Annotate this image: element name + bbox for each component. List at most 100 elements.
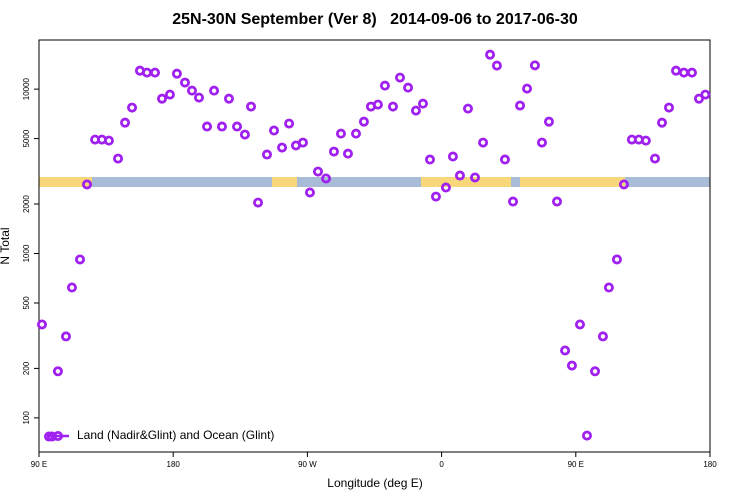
x-tick-label: 180 — [167, 460, 181, 469]
point — [560, 345, 571, 356]
point — [603, 282, 614, 293]
point — [127, 102, 138, 113]
point — [277, 142, 288, 153]
point — [671, 65, 682, 76]
point — [552, 196, 563, 207]
point — [328, 146, 339, 157]
point — [253, 197, 264, 208]
point — [678, 67, 689, 78]
y-tick-label: 200 — [22, 361, 31, 375]
point — [649, 153, 660, 164]
x-tick-label: 90 W — [298, 460, 317, 469]
point — [440, 182, 451, 193]
point — [193, 92, 204, 103]
land-ocean-strip — [39, 177, 710, 187]
point — [387, 101, 398, 112]
point — [157, 93, 168, 104]
point — [454, 170, 465, 181]
land-band — [272, 177, 297, 187]
point — [597, 331, 608, 342]
y-tick-label: 100 — [22, 411, 31, 425]
point — [372, 99, 383, 110]
point — [358, 116, 369, 127]
x-axis-label: Longitude (deg E) — [327, 476, 422, 490]
point — [700, 89, 711, 100]
point — [640, 135, 651, 146]
point — [202, 121, 213, 132]
land-band — [39, 177, 92, 187]
point — [335, 128, 346, 139]
point — [417, 98, 428, 109]
point — [656, 117, 667, 128]
chart-title: 25N-30N September (Ver 8) 2014-09-06 to … — [172, 11, 578, 28]
point — [508, 196, 519, 207]
x-tick-label: 0 — [439, 460, 444, 469]
point — [216, 121, 227, 132]
point — [485, 49, 496, 60]
y-tick-label: 10000 — [22, 77, 31, 100]
point — [410, 105, 421, 116]
point — [566, 360, 577, 371]
point — [430, 191, 441, 202]
point — [499, 154, 510, 165]
point — [394, 72, 405, 83]
point — [611, 254, 622, 265]
ocean-band — [39, 177, 710, 187]
point — [321, 173, 332, 184]
point — [141, 67, 152, 78]
point — [574, 319, 585, 330]
point — [82, 179, 93, 190]
point — [522, 83, 533, 94]
y-tick-label: 5000 — [22, 129, 31, 147]
point — [186, 85, 197, 96]
y-tick-label: 1000 — [22, 244, 31, 262]
point — [60, 331, 71, 342]
point — [246, 101, 257, 112]
point — [75, 254, 86, 265]
point — [403, 82, 414, 93]
point — [304, 187, 315, 198]
point — [150, 67, 161, 78]
point — [470, 172, 481, 183]
point — [120, 117, 131, 128]
x-tick-label: 90 E — [568, 460, 584, 469]
point — [536, 137, 547, 148]
point — [209, 85, 220, 96]
point — [686, 67, 697, 78]
point — [36, 319, 47, 330]
point — [491, 60, 502, 71]
point — [179, 77, 190, 88]
legend-label: Land (Nadir&Glint) and Ocean (Glint) — [77, 428, 274, 442]
point — [113, 153, 124, 164]
point — [379, 80, 390, 91]
legend-marker — [53, 430, 64, 441]
point — [66, 282, 77, 293]
land-band — [520, 177, 625, 187]
point — [52, 366, 63, 377]
point — [581, 430, 592, 441]
point — [284, 118, 295, 129]
point — [261, 149, 272, 160]
point — [171, 68, 182, 79]
y-tick-label: 2000 — [22, 195, 31, 213]
point — [478, 137, 489, 148]
point — [239, 129, 250, 140]
point — [268, 125, 279, 136]
point — [342, 148, 353, 159]
point — [312, 166, 323, 177]
point — [618, 179, 629, 190]
point — [103, 135, 114, 146]
point — [223, 93, 234, 104]
point — [297, 137, 308, 148]
point — [351, 128, 362, 139]
point — [663, 102, 674, 113]
point — [164, 89, 175, 100]
land-band — [421, 177, 511, 187]
y-tick-label: 500 — [22, 296, 31, 310]
x-tick-label: 90 E — [31, 460, 47, 469]
x-tick-label: 180 — [703, 460, 717, 469]
point — [424, 154, 435, 165]
plot-frame — [38, 39, 711, 453]
